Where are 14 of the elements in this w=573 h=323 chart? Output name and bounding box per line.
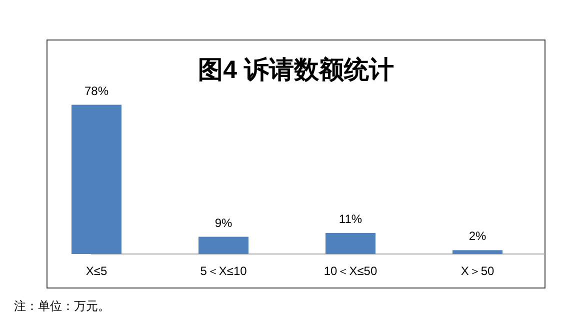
data-label: 2% bbox=[468, 229, 486, 244]
data-label: 9% bbox=[214, 216, 232, 230]
bar bbox=[326, 232, 376, 254]
x-tick-label: 5＜X≤10 bbox=[200, 264, 248, 278]
text: 注：单位：万元。 bbox=[14, 299, 110, 313]
x-tick-label: 10＜X≤50 bbox=[324, 264, 378, 278]
chart-title: 图4 诉请数额统计 bbox=[198, 56, 394, 84]
x-tick-label: X≤5 bbox=[86, 264, 108, 278]
data-label: 11% bbox=[338, 212, 362, 226]
data-label: 78% bbox=[84, 84, 109, 98]
bar bbox=[198, 236, 248, 254]
bar bbox=[72, 104, 122, 254]
x-tick-label: X＞50 bbox=[460, 264, 494, 278]
bar bbox=[452, 250, 502, 254]
